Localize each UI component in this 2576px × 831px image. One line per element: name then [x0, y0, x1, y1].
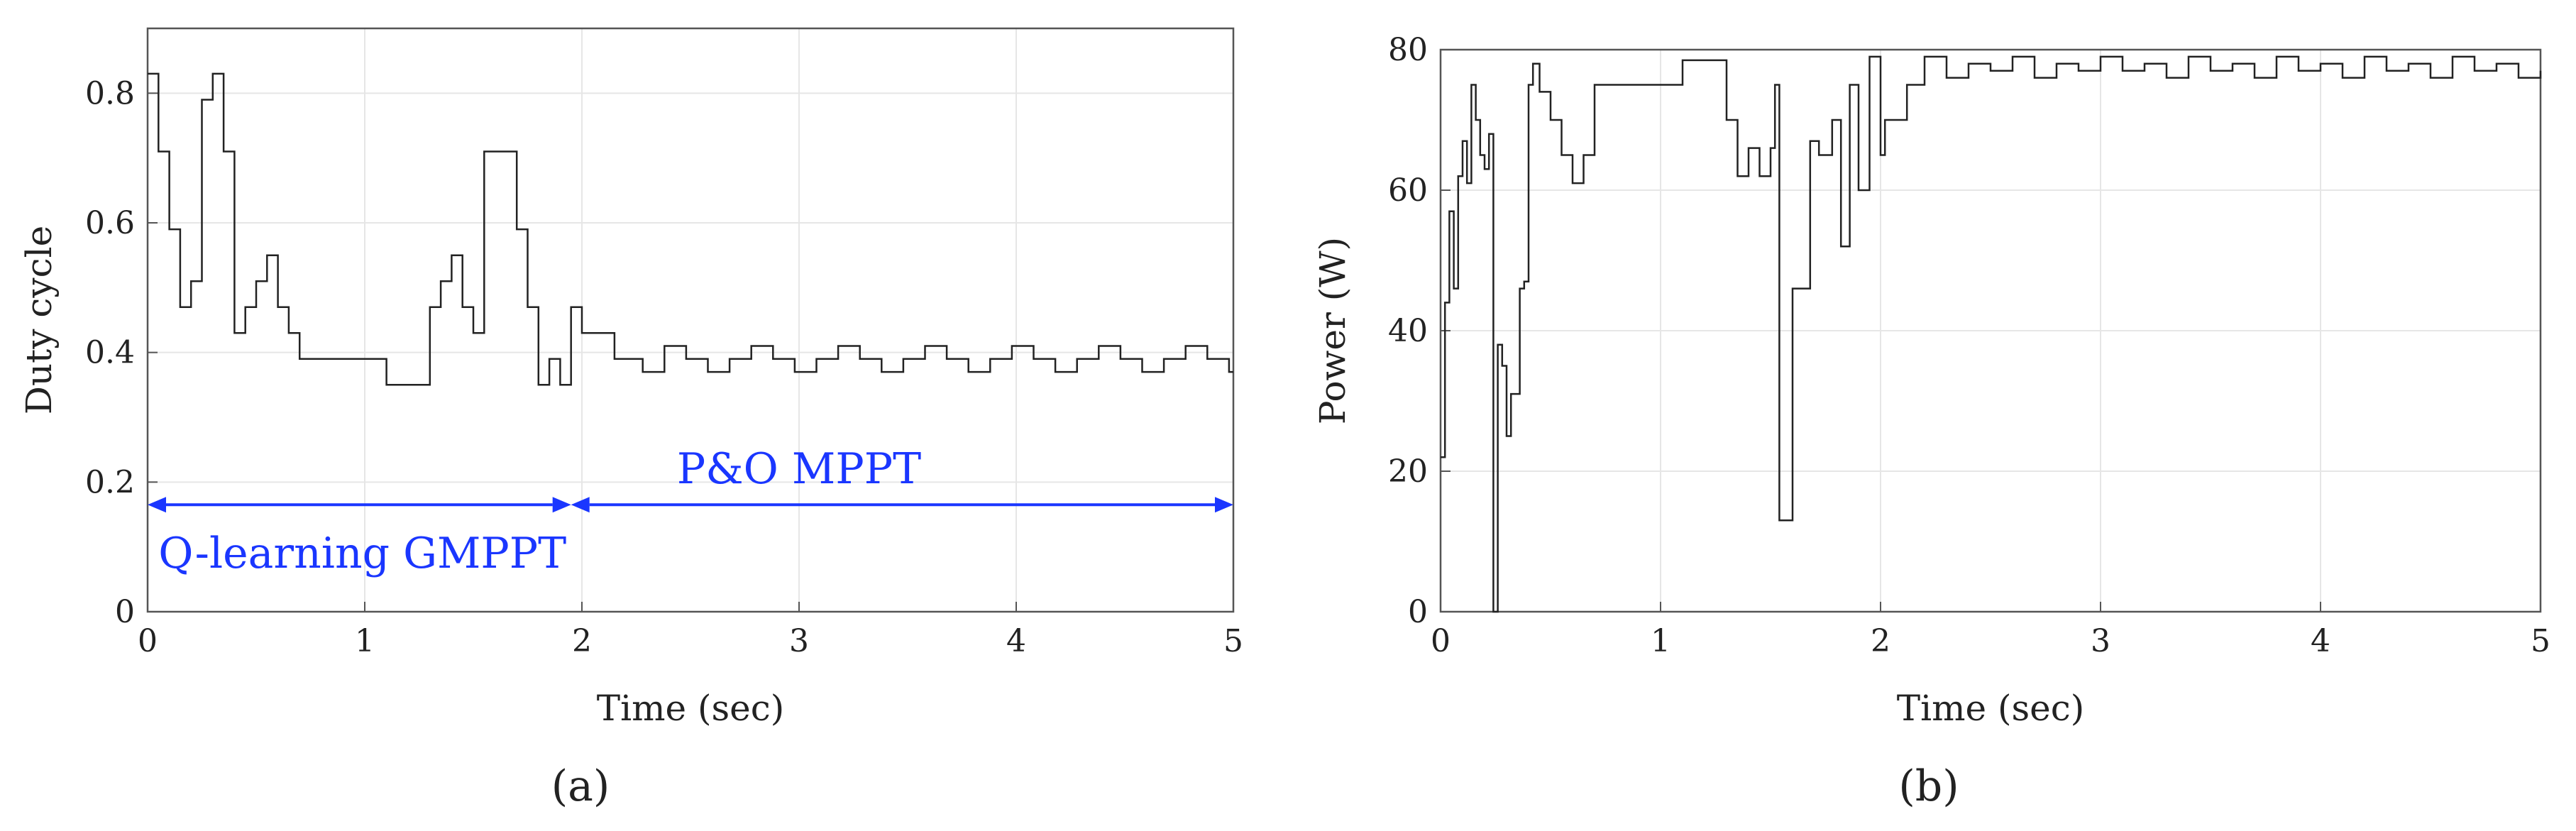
panel-b-power-line: [1441, 55, 2542, 613]
panel-b-label: (b): [1898, 761, 1959, 811]
annotation-label: P&O MPPT: [677, 444, 921, 494]
panel-b-x-tick-label: 5: [2531, 623, 2550, 659]
panel-b-y-tick-label: 40: [1388, 313, 1428, 349]
panel-a-x-tick-label: 0: [138, 623, 158, 659]
panel-a-y-tick-label: 0.2: [85, 464, 135, 500]
panel-b-x-axis-label: Time (sec): [1897, 688, 2085, 729]
panel-a-x-tick-label: 1: [355, 623, 375, 659]
annotation-arrowhead-right: [552, 497, 571, 513]
annotation-arrowhead-left: [571, 497, 590, 513]
panel-b-x-tick-label: 1: [1651, 623, 1670, 659]
annotation-label: Q-learning GMPPT: [158, 529, 566, 578]
panel-b-x-tick-label: 4: [2311, 623, 2330, 659]
panel-a-x-ticks: 0 1 2 3 4 5: [138, 602, 1243, 659]
panel-a-duty-cycle-chart: 0 1 2 3 4 5 0 0.2 0.4 0.6 0.8 Q-learning GMPPT P&O…: [18, 27, 1243, 811]
panel-b-y-tick-label: 80: [1388, 32, 1428, 68]
panel-a-x-tick-label: 4: [1006, 623, 1026, 659]
panel-b-x-tick-label: 0: [1431, 623, 1451, 659]
panel-a-grid: [147, 28, 1234, 612]
panel-b-y-tick-label: 20: [1388, 453, 1428, 490]
panel-a-y-ticks: 0 0.2 0.4 0.6 0.8: [85, 75, 158, 630]
panel-b-y-axis-label: Power (W): [1312, 237, 1353, 424]
panel-a-y-tick-label: 0.8: [85, 75, 135, 111]
panel-a-x-axis-label: Time (sec): [597, 688, 785, 729]
panel-a-annotations: Q-learning GMPPT P&O MPPT: [148, 444, 1233, 578]
panel-a-plot-frame: [146, 27, 1235, 613]
panel-a-y-tick-label: 0.6: [85, 205, 135, 241]
annotation-arrowhead-right: [1215, 497, 1233, 513]
panel-b-power-chart: 0 1 2 3 4 5 0 20 40 60 80 Time (sec) Power (W) (b…: [1312, 32, 2550, 811]
panel-a-y-tick-label: 0: [115, 594, 135, 630]
panel-b-y-tick-label: 0: [1408, 594, 1428, 630]
panel-b-y-ticks: 0 20 40 60 80: [1388, 32, 1451, 630]
panel-b-y-tick-label: 60: [1388, 172, 1428, 209]
panel-a-duty-cycle-line: [148, 72, 1233, 386]
panel-a-label: (a): [551, 761, 610, 811]
panel-a-x-tick-label: 5: [1223, 623, 1243, 659]
panel-b-grid: [1440, 49, 2541, 612]
panel-a-x-tick-label: 3: [789, 623, 809, 659]
panel-b-x-tick-label: 3: [2091, 623, 2110, 659]
panel-a-y-axis-label: Duty cycle: [18, 226, 60, 414]
annotation-arrowhead-left: [148, 497, 166, 513]
panel-b-x-tick-label: 2: [1871, 623, 1890, 659]
panel-a-y-tick-label: 0.4: [85, 335, 135, 371]
panel-a-x-tick-label: 2: [572, 623, 592, 659]
panel-b-x-ticks: 0 1 2 3 4 5: [1431, 602, 2550, 659]
